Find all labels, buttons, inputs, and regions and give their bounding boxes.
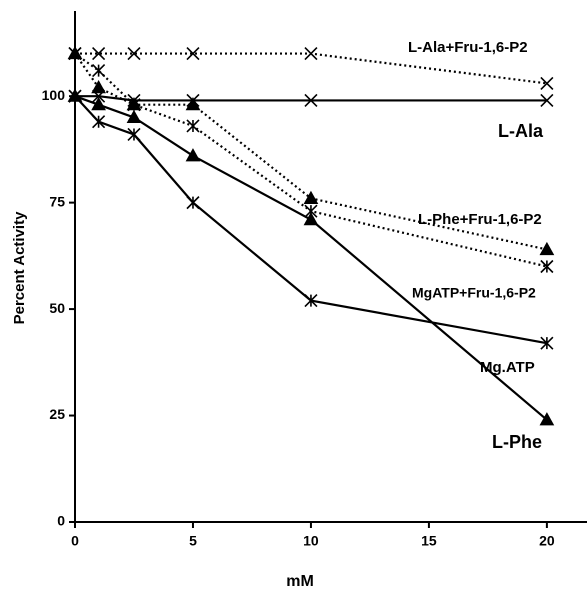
y-tick-label: 25 (49, 406, 65, 422)
series-line (74, 52, 548, 251)
y-tick-label: 75 (49, 193, 65, 209)
y-tick-label: 50 (49, 300, 65, 316)
marker (185, 148, 201, 162)
marker (185, 97, 201, 111)
series-label: L-Ala (498, 121, 544, 141)
marker (91, 97, 106, 111)
series-line (74, 52, 548, 268)
marker (186, 47, 200, 61)
series-label: Mg.ATP (480, 359, 535, 376)
marker (127, 47, 141, 61)
x-axis-label: mM (286, 573, 314, 590)
marker (540, 76, 554, 90)
marker (540, 259, 554, 274)
marker (127, 98, 141, 112)
marker (91, 80, 106, 94)
series-label: MgATP+Fru-1,6-P2 (412, 285, 536, 301)
marker (303, 190, 319, 204)
marker (539, 241, 555, 256)
marker (540, 93, 554, 107)
series-line (75, 52, 548, 85)
series-label: L-Ala+Fru-1,6-P2 (408, 39, 528, 56)
marker (186, 119, 200, 133)
series-line (75, 95, 547, 102)
marker (127, 127, 141, 142)
marker (68, 47, 82, 61)
marker (540, 336, 554, 350)
marker (92, 115, 106, 129)
marker (92, 47, 106, 61)
series-line (74, 95, 548, 421)
marker (539, 412, 555, 426)
x-tick-label: 20 (539, 533, 555, 549)
x-tick-label: 5 (189, 533, 197, 549)
marker (304, 294, 318, 308)
marker (303, 212, 319, 226)
marker (92, 64, 106, 78)
marker (304, 47, 318, 61)
marker (67, 88, 83, 102)
marker (186, 196, 200, 210)
marker (126, 109, 142, 124)
series-label: L-Phe (492, 432, 542, 452)
y-axis-label: Percent Activity (11, 211, 28, 324)
series-label: L-Phe+Fru-1,6-P2 (418, 211, 542, 228)
x-tick-label: 15 (421, 533, 437, 549)
y-tick-label: 100 (42, 87, 66, 103)
marker (304, 93, 318, 107)
y-tick-label: 0 (57, 513, 65, 529)
x-tick-label: 0 (71, 533, 79, 549)
x-tick-label: 10 (303, 533, 319, 549)
